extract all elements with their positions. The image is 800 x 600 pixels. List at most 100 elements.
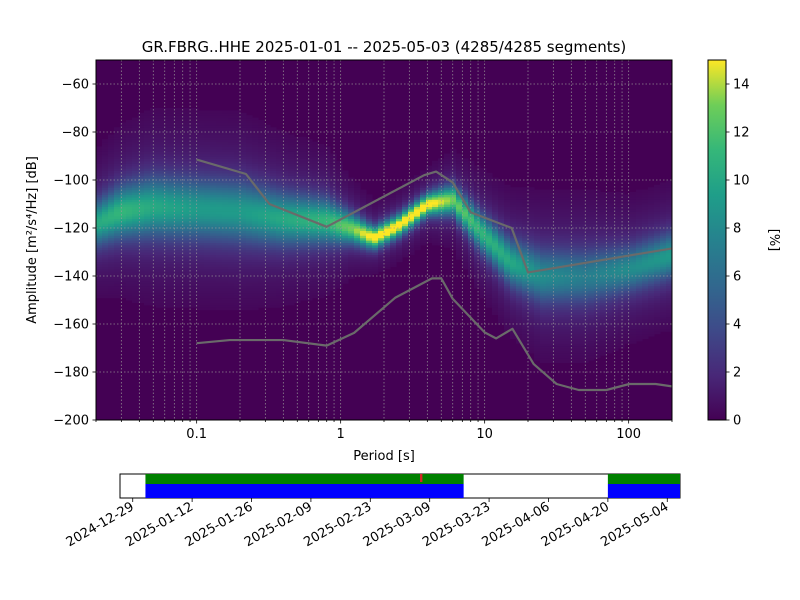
heatmap-cell [222, 180, 229, 183]
heatmap-cell [564, 326, 571, 330]
heatmap-cell [264, 148, 271, 152]
heatmap-cell [402, 216, 409, 219]
heatmap-cell [342, 225, 349, 229]
heatmap-cell [276, 300, 283, 303]
heatmap-cell [162, 182, 169, 186]
heatmap-cell [264, 268, 271, 272]
heatmap-cell [204, 175, 211, 179]
heatmap-cell [324, 244, 331, 248]
heatmap-cell [354, 266, 361, 270]
heatmap-cell [282, 170, 289, 174]
heatmap-cell [216, 110, 223, 114]
heatmap-cell [510, 271, 517, 275]
heatmap-cell [252, 151, 259, 155]
heatmap-cell [168, 276, 175, 279]
heatmap-cell [240, 120, 247, 123]
heatmap-cell [294, 249, 301, 253]
heatmap-cell [204, 208, 211, 212]
heatmap-cell [480, 177, 487, 181]
heatmap-cell [408, 208, 415, 212]
heatmap-cell [144, 199, 151, 203]
heatmap-cell [156, 240, 163, 243]
heatmap-cell [282, 261, 289, 265]
heatmap-cell [558, 326, 565, 330]
heatmap-cell [504, 201, 511, 205]
heatmap-cell [156, 273, 163, 277]
heatmap-cell [186, 256, 193, 260]
heatmap-cell [222, 264, 229, 267]
heatmap-cell [282, 211, 289, 215]
heatmap-cell [312, 271, 319, 275]
heatmap-cell [480, 276, 487, 279]
heatmap-cell [504, 232, 511, 236]
heatmap-cell [288, 146, 295, 150]
heatmap-cell [198, 110, 205, 114]
heatmap-cell [192, 223, 199, 227]
heatmap-cell [264, 196, 271, 200]
heatmap-cell [156, 247, 163, 251]
heatmap-cell [324, 288, 331, 291]
heatmap-cell [198, 134, 205, 138]
heatmap-cell [276, 240, 283, 243]
heatmap-cell [270, 297, 277, 301]
heatmap-cell [162, 266, 169, 270]
heatmap-cell [468, 189, 475, 193]
heatmap-cell [240, 144, 247, 147]
heatmap-cell [204, 259, 211, 263]
heatmap-cell [384, 218, 391, 222]
heatmap-cell [258, 235, 265, 239]
heatmap-cell [216, 122, 223, 126]
heatmap-cell [456, 225, 463, 229]
heatmap-cell [414, 228, 421, 231]
heatmap-cell [546, 333, 553, 337]
heatmap-cell [342, 247, 349, 251]
heatmap-cell [216, 213, 223, 217]
heatmap-cell [240, 254, 247, 258]
heatmap-cell [150, 247, 157, 251]
heatmap-cell [108, 213, 115, 217]
heatmap-cell [240, 295, 247, 299]
heatmap-cell [234, 168, 241, 171]
heatmap-cell [138, 180, 145, 183]
heatmap-cell [366, 213, 373, 217]
heatmap-cell [96, 290, 103, 294]
heatmap-cell [114, 163, 121, 167]
heatmap-cell [516, 225, 523, 229]
heatmap-cell [312, 151, 319, 155]
heatmap-cell [348, 235, 355, 239]
heatmap-cell [114, 242, 121, 246]
heatmap-cell [222, 127, 229, 131]
heatmap-cell [162, 223, 169, 227]
heatmap-cell [150, 232, 157, 236]
heatmap-cell [246, 194, 253, 198]
heatmap-cell [96, 283, 103, 287]
heatmap-cell [114, 276, 121, 279]
heatmap-cell [282, 141, 289, 145]
heatmap-cell [120, 165, 127, 169]
heatmap-cell [108, 182, 115, 186]
heatmap-cell [480, 170, 487, 174]
heatmap-cell [324, 201, 331, 205]
heatmap-cell [192, 237, 199, 241]
heatmap-cell [306, 283, 313, 287]
heatmap-cell [258, 184, 265, 188]
heatmap-cell [528, 230, 535, 234]
heatmap-cell [486, 278, 493, 282]
heatmap-cell [228, 136, 235, 140]
heatmap-cell [540, 340, 547, 344]
heatmap-cell [432, 194, 439, 198]
heatmap-cell [402, 240, 409, 243]
heatmap-cell [306, 196, 313, 200]
heatmap-cell [114, 213, 121, 217]
heatmap-cell [210, 148, 217, 152]
heatmap-cell [126, 232, 133, 236]
heatmap-cell [546, 292, 553, 296]
heatmap-cell [438, 189, 445, 193]
heatmap-cell [264, 177, 271, 181]
heatmap-cell [222, 148, 229, 152]
heatmap-cell [222, 261, 229, 265]
heatmap-cell [222, 199, 229, 203]
heatmap-cell [252, 244, 259, 248]
heatmap-cell [324, 180, 331, 183]
heatmap-cell [570, 314, 577, 318]
